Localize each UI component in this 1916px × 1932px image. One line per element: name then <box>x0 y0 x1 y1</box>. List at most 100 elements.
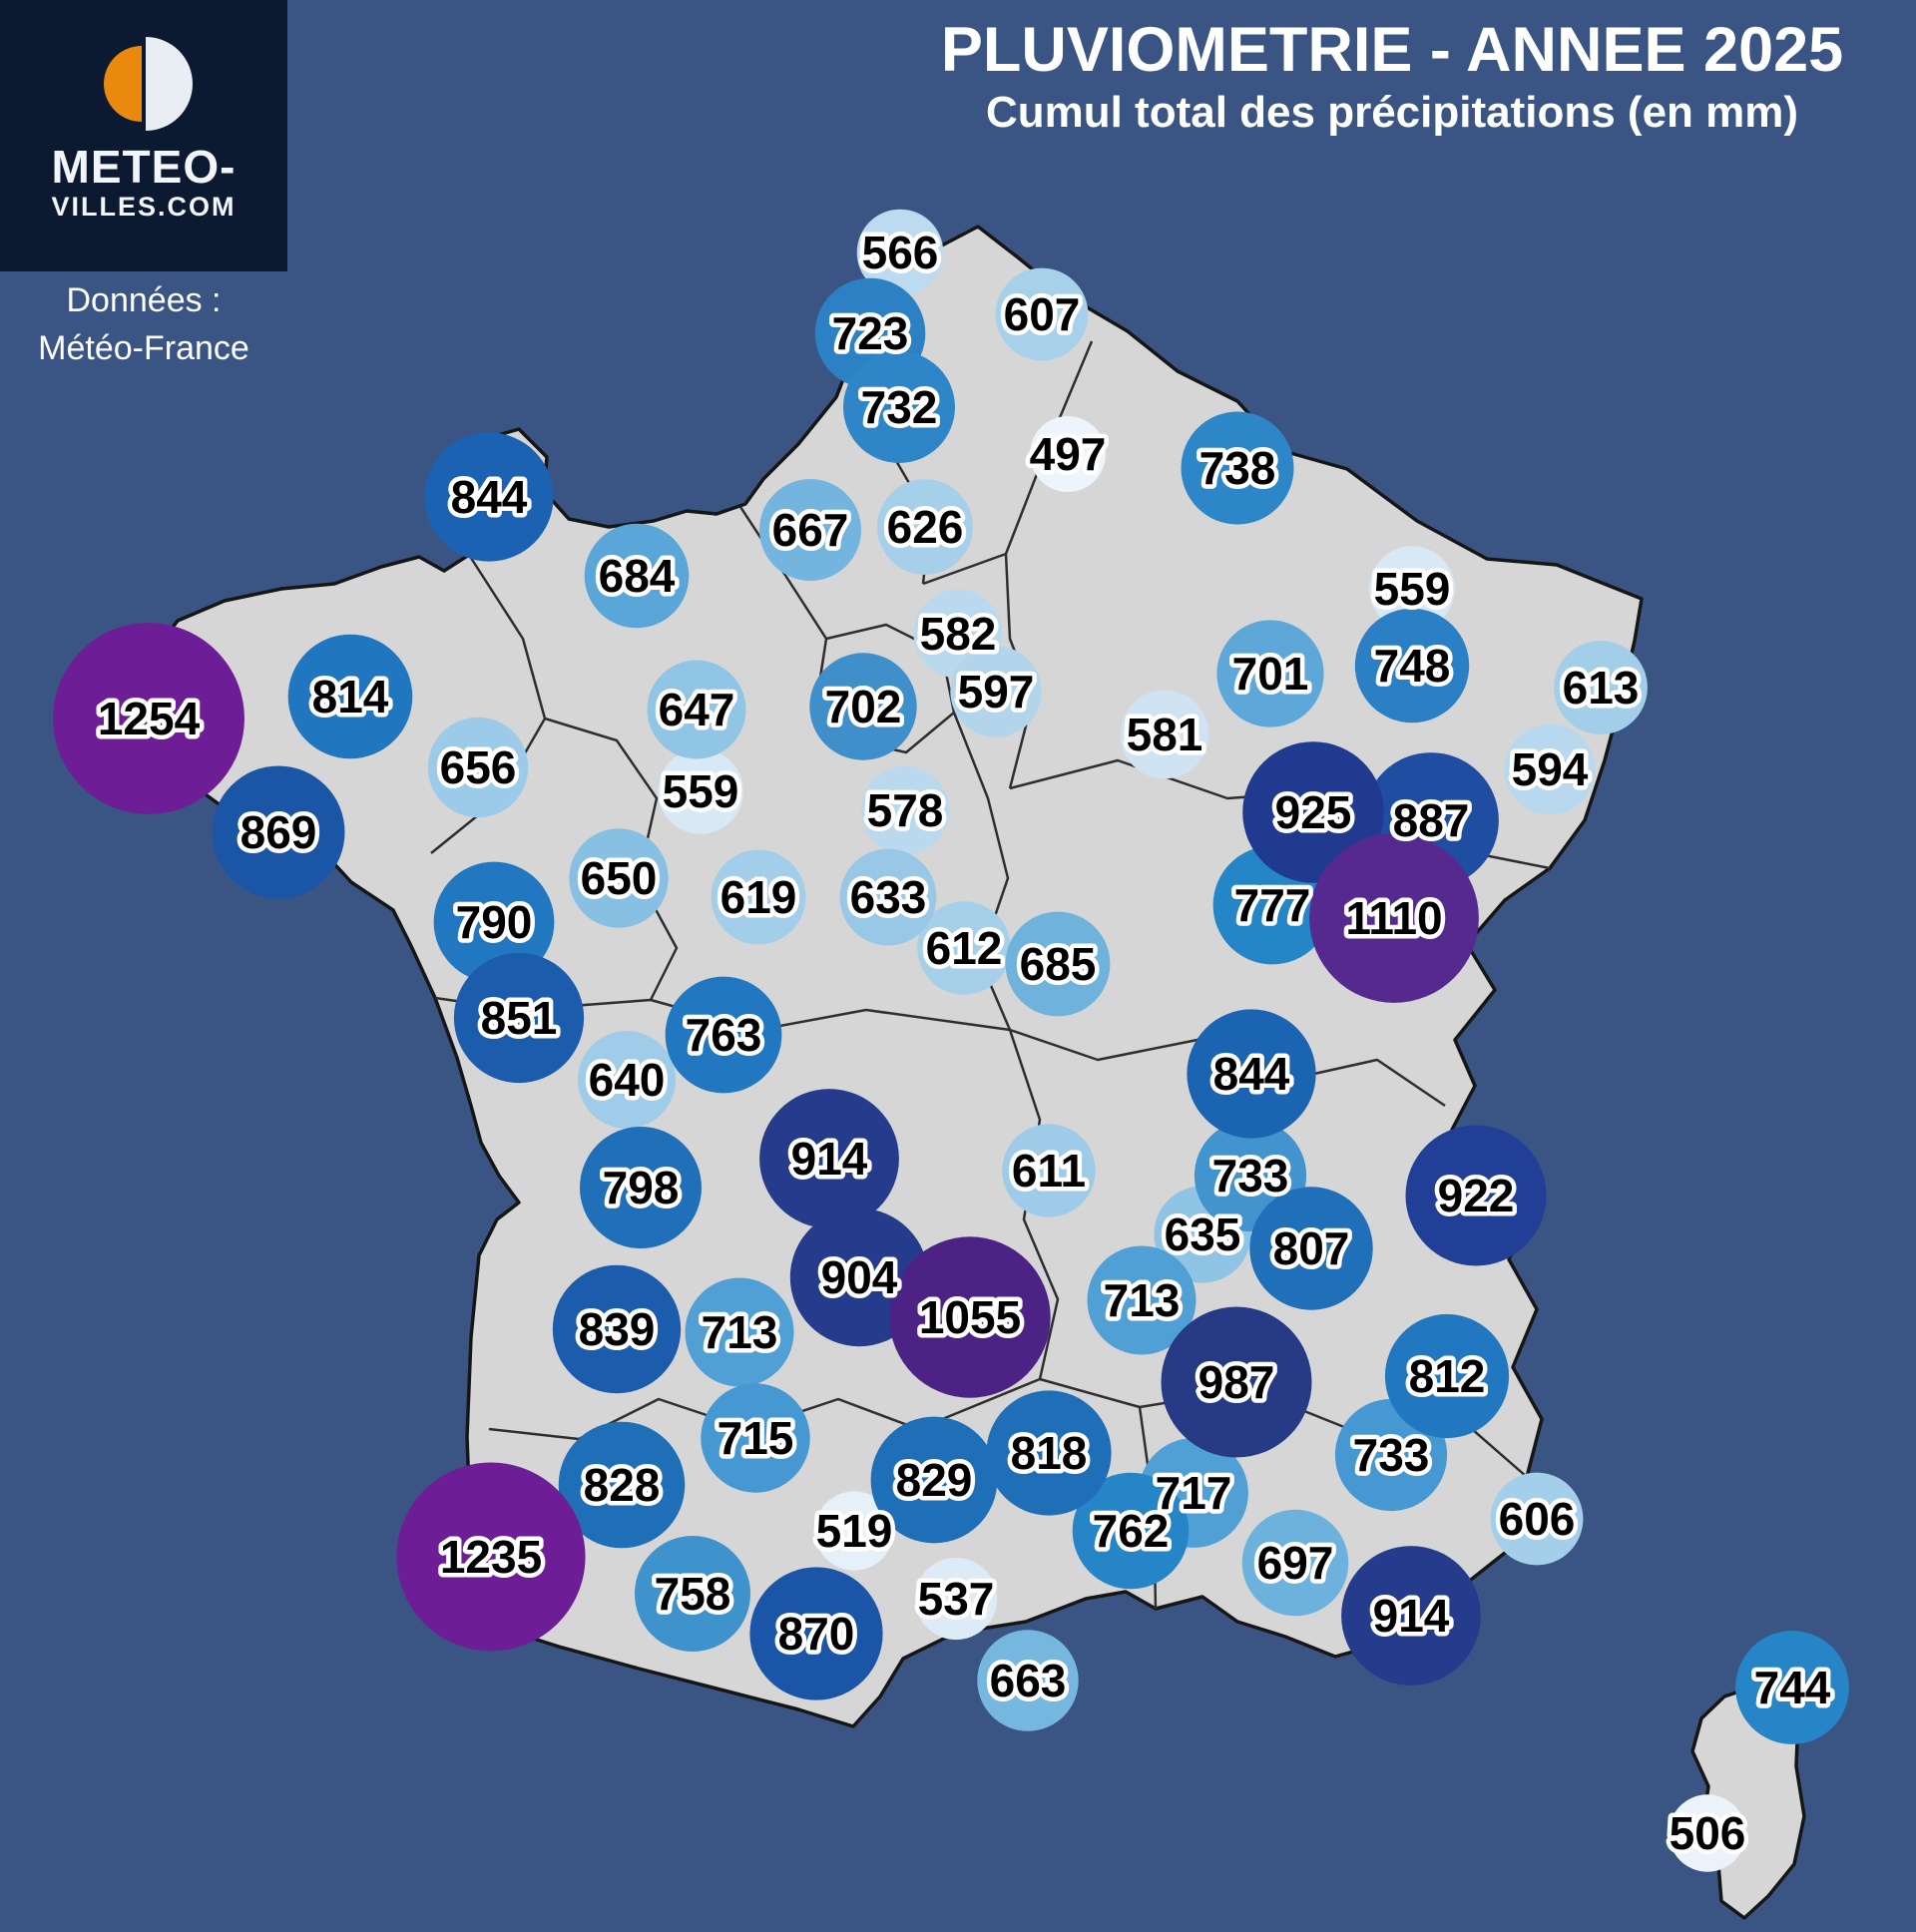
station-bubble <box>839 848 937 946</box>
station-value-label: 798 <box>603 1162 680 1213</box>
station-value-label: 814 <box>312 671 389 723</box>
station-bubble <box>995 267 1089 361</box>
station-value-label: 925 <box>1275 786 1352 838</box>
station-bubble <box>809 653 917 760</box>
station-value-label: 812 <box>1409 1350 1486 1402</box>
station-value-label: 702 <box>825 681 902 732</box>
station-value-label: 559 <box>663 765 739 817</box>
station-bubble <box>212 765 345 899</box>
station-bubble <box>558 1421 686 1549</box>
station-value-label: 762 <box>1093 1505 1170 1557</box>
data-source-name: Météo-France <box>38 329 249 367</box>
station-bubble <box>584 523 690 629</box>
station-value-label: 578 <box>867 784 944 836</box>
station-value-label: 715 <box>718 1412 794 1464</box>
station-value-label: 650 <box>581 852 658 904</box>
station-value-label: 777 <box>1234 879 1311 931</box>
station-bubble <box>424 432 554 562</box>
station-value-label: 611 <box>1012 1145 1086 1197</box>
logo-half-disc-white <box>146 37 193 131</box>
station-bubble <box>1735 1631 1849 1744</box>
station-bubble <box>1241 1509 1349 1617</box>
station-bubble <box>1490 1472 1584 1566</box>
station-bubble <box>578 1031 676 1129</box>
station-value-label: 829 <box>896 1454 973 1506</box>
station-value-label: 1254 <box>98 693 201 744</box>
station-value-label: 685 <box>1020 938 1097 990</box>
station-value-label: 582 <box>920 608 997 660</box>
station-value-label: 606 <box>1499 1493 1576 1545</box>
logo-wordmark-line1: METEO- <box>51 141 237 193</box>
station-bubble <box>977 1630 1079 1731</box>
station-bubble <box>635 1536 750 1652</box>
station-bubble <box>1669 1794 1746 1872</box>
station-bubble <box>1341 1546 1481 1686</box>
station-bubble <box>1030 416 1106 492</box>
station-bubble <box>53 623 244 814</box>
station-bubble <box>860 765 950 855</box>
meteo-villes-logo-box: METEO- VILLES.COM <box>0 0 287 271</box>
station-bubble <box>1405 1125 1547 1266</box>
station-value-label: 613 <box>1563 662 1640 714</box>
title-block: PLUVIOMETRIE - ANNEE 2025 Cumul total de… <box>878 15 1906 138</box>
station-value-label: 922 <box>1438 1170 1515 1221</box>
station-value-label: 987 <box>1198 1356 1275 1408</box>
station-value-label: 519 <box>816 1505 893 1557</box>
station-bubbles-layer <box>53 209 1849 1872</box>
station-value-label: 790 <box>456 896 533 948</box>
station-value-label: 738 <box>1199 442 1276 494</box>
page-title: PLUVIOMETRIE - ANNEE 2025 <box>940 15 1844 85</box>
station-value-label: 597 <box>958 666 1035 718</box>
station-bubble <box>1161 1306 1312 1458</box>
station-bubble <box>759 1089 899 1228</box>
station-bubble <box>759 479 861 581</box>
station-bubble <box>658 748 743 834</box>
station-bubble <box>1554 641 1648 734</box>
station-value-label: 506 <box>1670 1807 1746 1859</box>
station-value-label: 763 <box>686 1009 762 1061</box>
station-bubble <box>917 901 1011 995</box>
station-bubble <box>950 646 1042 737</box>
station-bubble <box>1504 724 1596 815</box>
station-bubble <box>1087 1245 1197 1355</box>
page-subtitle: Cumul total des précipitations (en mm) <box>985 88 1799 138</box>
station-bubble <box>287 634 413 759</box>
station-bubble <box>1369 546 1455 632</box>
station-value-label: 1235 <box>440 1531 542 1583</box>
station-value-label: 914 <box>791 1133 868 1185</box>
station-value-label: 839 <box>579 1303 656 1355</box>
station-value-label: 497 <box>1030 428 1107 480</box>
station-bubble <box>1002 1124 1096 1217</box>
station-value-label: 667 <box>772 504 849 556</box>
station-value-label: 828 <box>584 1459 661 1511</box>
station-value-label: 1055 <box>919 1291 1021 1343</box>
station-value-label: 723 <box>832 307 909 359</box>
station-bubble <box>427 717 529 818</box>
station-value-label: 640 <box>589 1054 666 1106</box>
station-bubble <box>814 1491 894 1571</box>
station-bubble <box>1181 411 1294 525</box>
station-value-label: 594 <box>1512 743 1589 795</box>
data-source-label: Données : <box>66 281 222 319</box>
station-value-label: 733 <box>1353 1429 1430 1481</box>
station-value-label: 733 <box>1212 1150 1289 1202</box>
station-value-label: 914 <box>1373 1590 1450 1642</box>
station-value-label: 612 <box>926 922 1003 974</box>
station-bubble <box>1249 1187 1373 1310</box>
station-value-label: 559 <box>1374 563 1451 615</box>
station-value-label: 904 <box>821 1251 898 1303</box>
logo-wordmark-line2: VILLES.COM <box>51 192 237 222</box>
meteo-villes-logo-icon <box>96 34 196 134</box>
station-value-label: 818 <box>1011 1427 1088 1479</box>
station-bubble <box>877 479 973 575</box>
station-value-label: 619 <box>720 871 797 923</box>
station-value-label: 844 <box>1213 1048 1290 1100</box>
station-value-label: 732 <box>861 381 938 433</box>
station-bubble <box>1216 620 1324 727</box>
station-bubble <box>749 1567 883 1700</box>
station-value-label: 537 <box>918 1573 995 1625</box>
station-value-label: 887 <box>1393 794 1470 846</box>
station-bubble <box>1005 911 1111 1017</box>
logo-half-disc-orange <box>104 46 142 122</box>
